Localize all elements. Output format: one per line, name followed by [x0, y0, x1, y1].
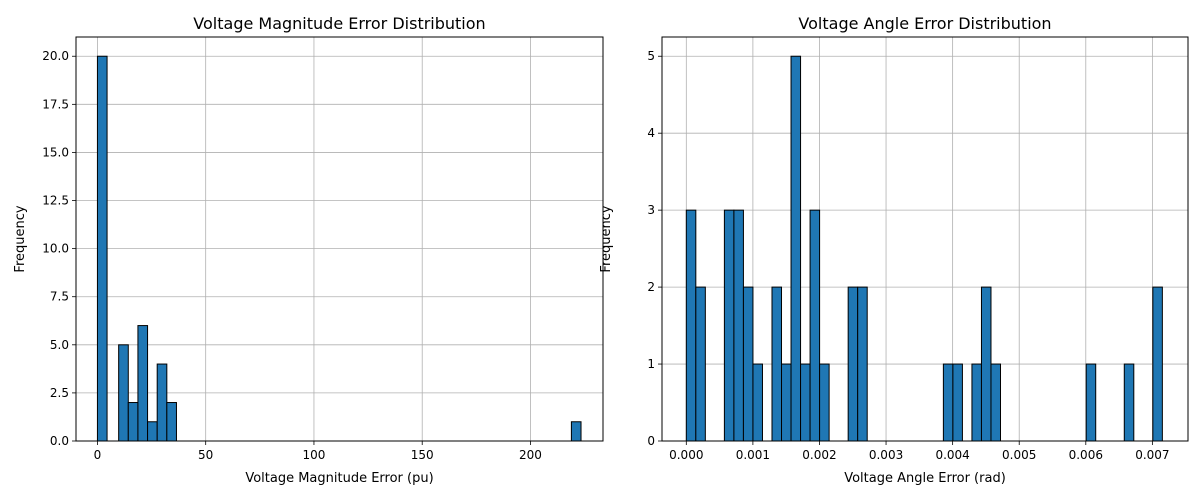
- histogram-bar: [771, 286, 783, 442]
- histogram-bar: [847, 286, 859, 442]
- histogram-bar: [942, 363, 954, 442]
- y-tick-label: 20.0: [42, 49, 69, 63]
- x-tick-label: 0.004: [935, 448, 969, 462]
- voltage-magnitude-histogram: 0 50 100 150 200 0.0 2.5 5.0 7.5 10.0 12.5 15.0 17.…: [13, 14, 604, 486]
- histogram-bar: [952, 363, 963, 442]
- y-axis-label: Frequency: [13, 205, 28, 272]
- histogram-bar: [971, 363, 982, 442]
- y-tick-label: 0: [647, 434, 655, 448]
- histogram-bar: [156, 363, 168, 442]
- y-tick-label: 1: [647, 357, 655, 371]
- x-tick-label: 0.003: [869, 448, 903, 462]
- histogram-bar: [781, 363, 792, 442]
- voltage-angle-histogram: 0.000 0.001 0.002 0.003 0.004 0.005 0.006 0.007…: [599, 14, 1189, 486]
- histogram-bar: [752, 363, 763, 442]
- histogram-bar: [800, 363, 811, 442]
- histogram-bar: [695, 286, 706, 442]
- x-axis-label: Voltage Angle Error (rad): [844, 471, 1006, 486]
- histogram-bar: [570, 421, 582, 442]
- histogram-bar: [118, 344, 129, 442]
- grid-lines: [76, 37, 603, 442]
- x-tick-label: 100: [302, 448, 325, 462]
- chart-title: Voltage Angle Error Distribution: [798, 14, 1051, 33]
- x-tick-label: 0.001: [736, 448, 770, 462]
- y-tick-label: 2.5: [50, 386, 69, 400]
- histogram-bar: [96, 55, 108, 442]
- histogram-bar: [990, 363, 1002, 442]
- y-tick-label: 5.0: [50, 338, 69, 352]
- y-tick-label: 0.0: [50, 434, 69, 448]
- histogram-bars: [96, 55, 582, 442]
- histogram-bar: [819, 363, 830, 442]
- y-tick-label: 5: [647, 49, 655, 63]
- x-tick-label: 150: [411, 448, 434, 462]
- x-tick-label: 0.005: [1002, 448, 1036, 462]
- y-tick-label: 10.0: [42, 242, 69, 256]
- y-axis-ticks: 0.0 2.5 5.0 7.5 10.0 12.5 15.0 17.5 20.0: [42, 49, 76, 448]
- x-tick-label: 50: [198, 448, 213, 462]
- histogram-bar: [1085, 363, 1097, 442]
- x-tick-label: 0.006: [1069, 448, 1103, 462]
- histogram-bar: [127, 402, 139, 442]
- plot-frame: [661, 36, 1189, 442]
- histogram-bar: [790, 55, 802, 442]
- x-tick-label: 200: [519, 448, 542, 462]
- chart-title: Voltage Magnitude Error Distribution: [193, 14, 485, 33]
- histogram-bar: [809, 209, 821, 442]
- histogram-bar: [147, 421, 158, 442]
- y-tick-label: 3: [647, 203, 655, 217]
- x-tick-label: 0.002: [802, 448, 836, 462]
- y-tick-label: 4: [647, 126, 655, 140]
- histogram-bar: [137, 325, 149, 442]
- histogram-bar: [1123, 363, 1135, 442]
- y-tick-label: 17.5: [42, 97, 69, 111]
- y-tick-label: 12.5: [42, 194, 69, 208]
- y-tick-label: 15.0: [42, 145, 69, 159]
- x-axis-ticks: 0.000 0.001 0.002 0.003 0.004 0.005 0.006 0.007: [669, 441, 1170, 462]
- histogram-bar: [733, 209, 744, 442]
- x-tick-label: 0.007: [1135, 448, 1169, 462]
- x-axis-ticks: 0 50 100 150 200: [94, 441, 542, 462]
- histogram-bar: [742, 286, 754, 442]
- plot-frame: [75, 36, 604, 442]
- x-tick-label: 0.000: [669, 448, 703, 462]
- y-tick-label: 7.5: [50, 290, 69, 304]
- histogram-bar: [980, 286, 992, 442]
- histogram-bar: [1152, 286, 1163, 442]
- x-tick-label: 0: [94, 448, 102, 462]
- y-axis-label: Frequency: [599, 205, 614, 272]
- histogram-bar: [857, 286, 868, 442]
- histogram-bar: [723, 209, 735, 442]
- y-tick-label: 2: [647, 280, 655, 294]
- y-axis-ticks: 0 1 2 3 4 5: [647, 49, 662, 448]
- histogram-bar: [166, 402, 177, 442]
- x-axis-label: Voltage Magnitude Error (pu): [245, 471, 433, 486]
- histogram-bar: [685, 209, 697, 442]
